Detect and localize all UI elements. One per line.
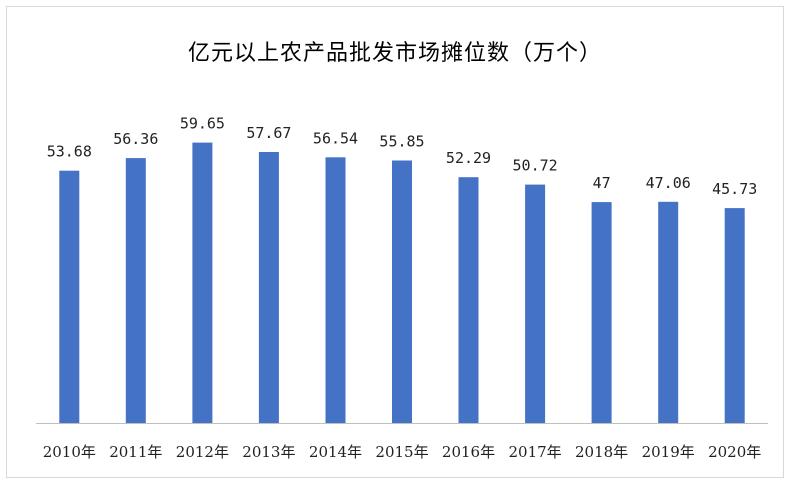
bar-2013年 [258, 152, 279, 423]
x-tick-label: 2020年 [708, 443, 761, 461]
x-tick-label: 2015年 [375, 443, 428, 461]
value-label: 47.06 [646, 174, 691, 192]
chart-title: 亿元以上农产品批发市场摊位数（万个） [187, 41, 602, 66]
bar-2017年 [525, 184, 546, 423]
value-label: 53.68 [47, 143, 92, 161]
bar-2015年 [392, 160, 412, 423]
x-tick-label: 2013年 [242, 443, 295, 461]
bar-2016年 [458, 177, 479, 423]
bar-2012年 [192, 142, 213, 423]
tick-labels-group: 2010年 2011年 2012年 2013年 2014年 2015年 2016年 2017年… [43, 443, 762, 461]
value-label: 55.85 [379, 133, 424, 151]
x-tick-label: 2011年 [109, 443, 162, 461]
x-tick-label: 2016年 [442, 443, 495, 461]
bar-2010年 [59, 170, 80, 423]
bar-2014年 [325, 157, 346, 424]
bar-2020年 [724, 208, 745, 423]
bar-2011年 [125, 158, 146, 423]
value-label: 56.36 [113, 130, 158, 148]
value-labels-group: 53.68 56.36 59.65 57.67 56.54 55.85 52.29 50.72… [47, 115, 758, 199]
value-label: 47 [593, 174, 611, 192]
x-tick-label: 2019年 [642, 443, 695, 461]
x-tick-label: 2017年 [509, 443, 562, 461]
x-tick-label: 2012年 [176, 443, 229, 461]
bar-2018年 [591, 202, 612, 423]
x-tick-label: 2014年 [309, 443, 362, 461]
value-label: 45.73 [712, 180, 757, 198]
value-label: 56.54 [313, 129, 358, 147]
value-label: 50.72 [513, 157, 558, 175]
value-label: 57.67 [246, 124, 291, 142]
value-label: 52.29 [446, 149, 491, 167]
x-tick-label: 2010年 [43, 443, 96, 461]
value-label: 59.65 [180, 115, 225, 133]
bar-2019年 [658, 201, 679, 423]
bars-group [59, 142, 745, 424]
x-tick-label: 2018年 [575, 443, 628, 461]
